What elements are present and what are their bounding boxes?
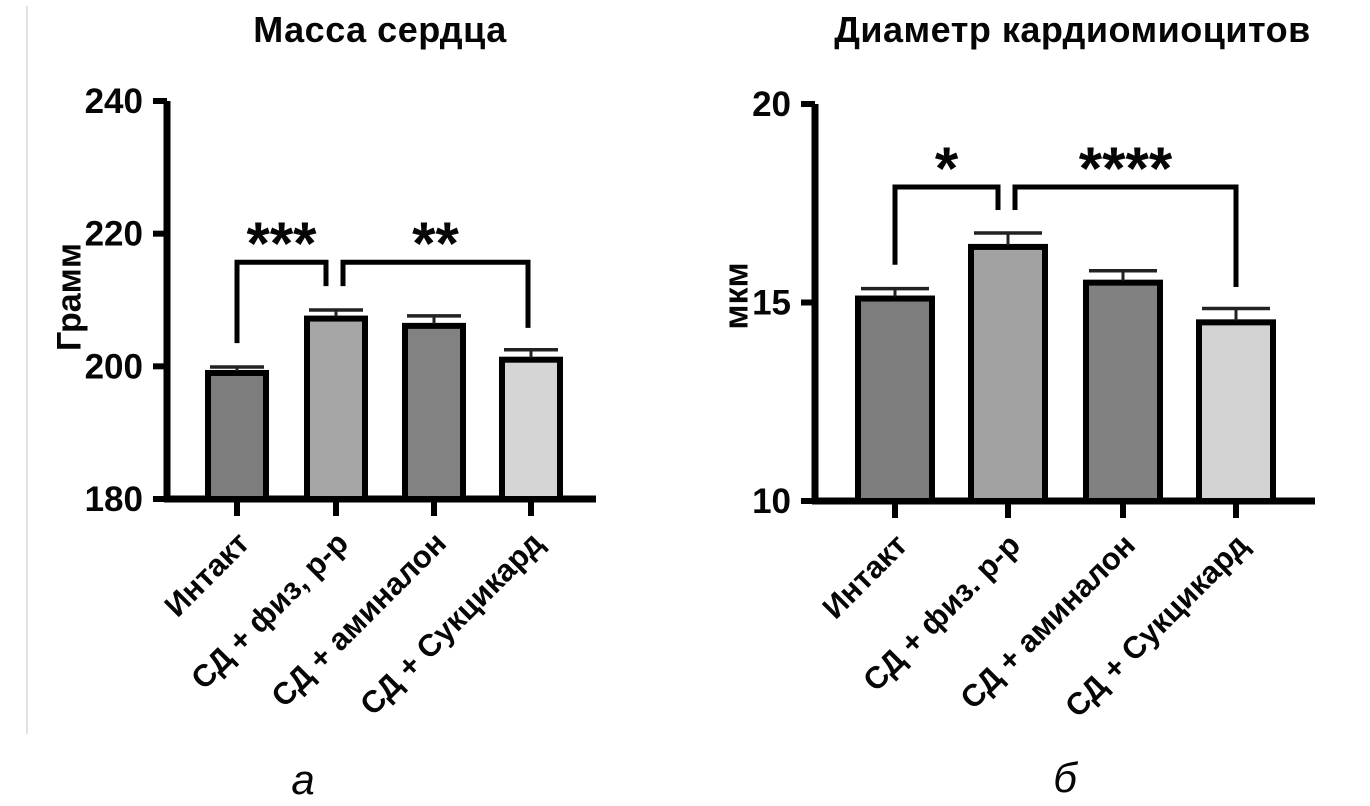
significance-bracket — [1012, 184, 1239, 288]
category-label: СД + аминалон — [264, 525, 452, 713]
y-tick-label: 220 — [85, 215, 143, 254]
significance-label: * — [935, 135, 959, 202]
bar — [855, 295, 935, 504]
category-label: Интакт — [816, 527, 914, 625]
y-tick-label: 240 — [85, 82, 143, 121]
chart-panel-a: Масса сердца Грамм 180 200 220 240 Интакт СД … — [51, 9, 596, 803]
chart-title: Масса сердца — [253, 9, 507, 50]
significance-bracket — [234, 259, 329, 344]
bar — [499, 356, 563, 503]
significance-bracket — [340, 259, 531, 328]
bar — [968, 243, 1048, 504]
bar — [1083, 279, 1163, 504]
y-tick-label: 200 — [85, 347, 143, 386]
panel-letter: а — [291, 756, 315, 803]
y-tick-label: 10 — [752, 482, 791, 521]
chart-title: Диаметр кардиомиоцитов — [834, 9, 1311, 50]
y-tick-label: 20 — [752, 85, 791, 124]
bar — [402, 322, 466, 502]
significance-label: ** — [412, 210, 459, 277]
y-tick-label: 15 — [752, 284, 791, 323]
bar — [205, 369, 269, 503]
bar — [1196, 319, 1276, 504]
significance-label: **** — [1079, 135, 1173, 202]
y-tick-label: 180 — [85, 480, 143, 519]
panel-letter: б — [1053, 754, 1077, 801]
bar — [304, 315, 368, 502]
category-label: Интакт — [158, 525, 256, 623]
figure-border-artifact — [26, 6, 28, 734]
chart-panel-b: Диаметр кардиомиоцитов мкм 10 15 20 Интакт С… — [685, 0, 1370, 806]
category-label: СД + Сукцикард — [353, 525, 550, 722]
significance-label: *** — [246, 210, 317, 277]
significance-bracket — [892, 184, 1001, 265]
